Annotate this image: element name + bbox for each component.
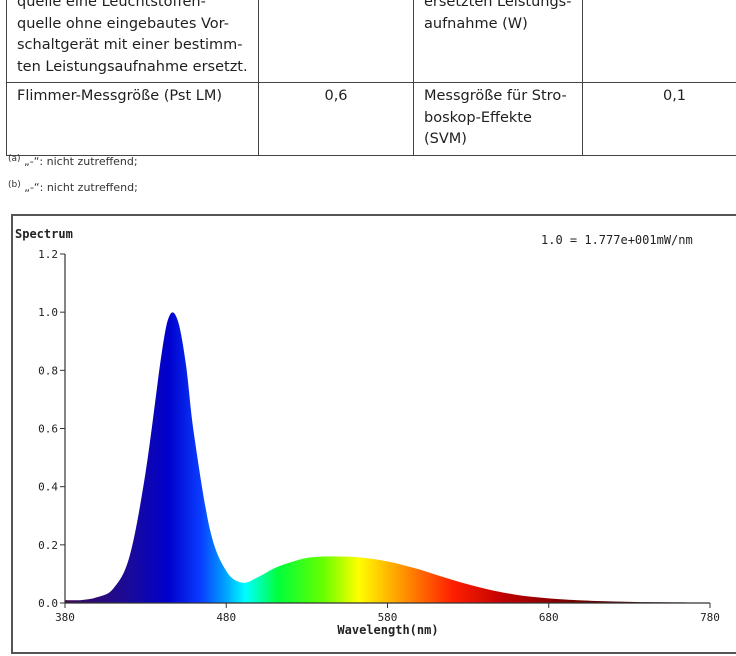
cell-line: ten Leistungsaufnahme ersetzt. xyxy=(17,59,248,75)
cell-line: quelle ohne eingebautes Vor- xyxy=(17,16,229,32)
y-tick-label: 0.2 xyxy=(38,539,58,552)
table-row: Flimmer-Messgröße (Pst LM) 0,6 Messgröße… xyxy=(7,83,736,156)
cell-line: boskop-Effekte xyxy=(424,110,532,126)
y-tick-label: 0.0 xyxy=(38,597,58,610)
table-cell: ersetzten Leistungs- aufnahme (W) xyxy=(414,0,583,83)
y-tick-label: 0.8 xyxy=(38,364,58,377)
footnote: (a) „-“: nicht zutreffend; xyxy=(8,154,138,168)
table-cell: quelle eine Leuchtstoffen- quelle ohne e… xyxy=(7,0,259,83)
table-cell xyxy=(583,0,736,83)
cell-line: ersetzten Leistungs- xyxy=(424,0,571,10)
chart-annotation: 1.0 = 1.777e+001mW/nm xyxy=(541,233,693,247)
x-axis-label: Wavelength(nm) xyxy=(337,623,438,637)
cell-line: Messgröße für Stro- xyxy=(424,88,567,104)
cell-line: schaltgerät mit einer bestimm- xyxy=(17,37,243,53)
table-cell: Flimmer-Messgröße (Pst LM) xyxy=(7,83,259,156)
table-cell: 0,1 xyxy=(583,83,736,156)
y-axis-ticks: 0.0 0.2 0.4 0.6 0.8 1.0 1.2 xyxy=(38,248,65,610)
table-row: quelle eine Leuchtstoffen- quelle ohne e… xyxy=(7,0,736,83)
y-tick-label: 1.0 xyxy=(38,306,58,319)
data-table: quelle eine Leuchtstoffen- quelle ohne e… xyxy=(6,0,736,156)
cell-line: quelle eine Leuchtstoffen- xyxy=(17,0,206,10)
y-tick-label: 0.6 xyxy=(38,423,58,436)
cell-line: aufnahme (W) xyxy=(424,16,528,32)
spectrum-chart: Spectrum 1.0 = 1.777e+001mW/nm 0.0 0.2 0.4… xyxy=(11,214,736,654)
x-tick-label: 680 xyxy=(539,611,559,624)
spectrum-area xyxy=(65,312,710,603)
footnote-mark: (a) xyxy=(8,154,21,164)
x-tick-label: 480 xyxy=(216,611,236,624)
y-tick-label: 1.2 xyxy=(38,248,58,261)
footnote-mark: (b) xyxy=(8,180,21,190)
footnote-text: „-“: nicht zutreffend; xyxy=(24,181,138,194)
table-cell: Messgröße für Stro- boskop-Effekte (SVM) xyxy=(414,83,583,156)
chart-title: Spectrum xyxy=(15,227,73,241)
footnote-text: „-“: nicht zutreffend; xyxy=(24,155,138,168)
cell-line: (SVM) xyxy=(424,131,467,147)
footnote: (b) „-“: nicht zutreffend; xyxy=(8,180,138,194)
cell-line: Flimmer-Messgröße (Pst LM) xyxy=(17,88,222,104)
table-cell: 0,6 xyxy=(259,83,414,156)
table-cell xyxy=(259,0,414,83)
y-tick-label: 0.4 xyxy=(38,481,58,494)
x-tick-label: 780 xyxy=(700,611,720,624)
chart-canvas: Spectrum 1.0 = 1.777e+001mW/nm 0.0 0.2 0.4… xyxy=(13,216,736,656)
x-tick-label: 380 xyxy=(55,611,75,624)
